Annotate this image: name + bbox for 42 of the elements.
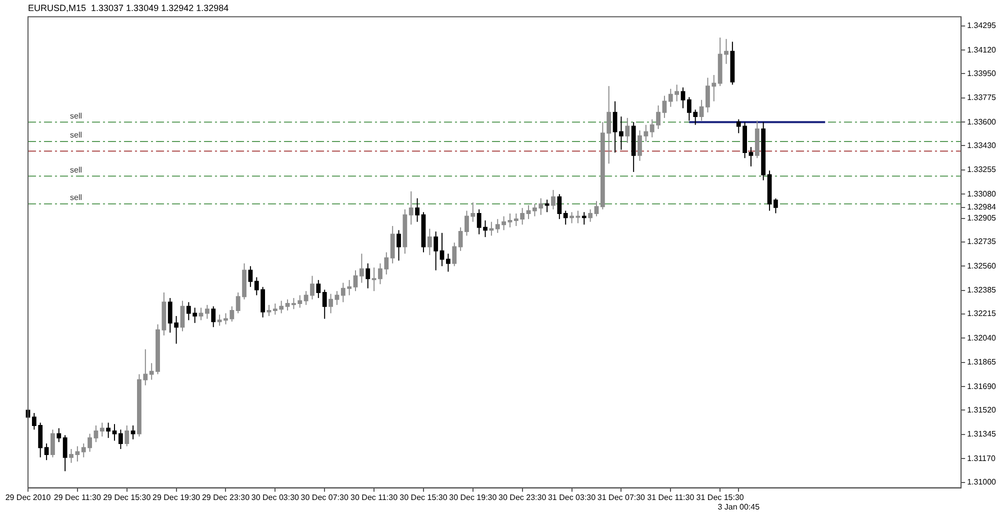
y-tick-label: 1.32560 xyxy=(967,261,997,270)
x-tick-label: 30 Dec 03:30 xyxy=(251,492,300,502)
y-tick-label: 1.32385 xyxy=(967,286,997,295)
y-tick-label: 1.31690 xyxy=(967,382,997,391)
y-tick-label: 1.33775 xyxy=(967,93,997,102)
y-tick-label: 1.31170 xyxy=(967,454,996,463)
y-tick-label: 1.31345 xyxy=(967,430,997,439)
x-tick-label: 29 Dec 19:30 xyxy=(152,492,201,502)
y-tick-label: 1.34295 xyxy=(967,21,997,30)
y-tick-label: 1.33255 xyxy=(967,165,997,174)
y-tick-label: 1.33080 xyxy=(967,189,997,198)
y-tick-label: 1.33600 xyxy=(967,117,997,126)
y-tick-label: 1.31000 xyxy=(967,477,997,486)
x-tick-label: 31 Dec 07:30 xyxy=(597,492,646,502)
chart-title: EURUSD,M15 1.33037 1.33049 1.32942 1.32984 xyxy=(28,2,229,13)
y-tick-label: 1.31520 xyxy=(967,405,997,414)
y-tick-label: 1.32984 xyxy=(967,202,997,212)
x-tick-label: 29 Dec 2010 xyxy=(5,492,52,502)
x-tick-label: 3 Jan 00:45 xyxy=(718,502,760,512)
y-tick-label: 1.33430 xyxy=(967,140,997,150)
x-tick-label: 30 Dec 07:30 xyxy=(300,492,349,502)
y-tick-label: 1.33950 xyxy=(967,68,997,78)
y-tick-label: 1.32735 xyxy=(967,237,997,246)
ref-line-label: sell xyxy=(70,193,82,202)
ref-line-label: sell xyxy=(70,165,82,174)
x-tick-label: 30 Dec 15:30 xyxy=(400,492,448,502)
y-tick-label: 1.32215 xyxy=(967,309,997,318)
x-tick-label: 31 Dec 11:30 xyxy=(647,492,695,502)
y-tick-label: 1.31865 xyxy=(967,358,997,367)
y-tick-label: 1.32040 xyxy=(967,333,997,342)
x-tick-label: 30 Dec 19:30 xyxy=(449,492,498,502)
y-tick-label: 1.32905 xyxy=(967,214,997,223)
x-tick-label: 31 Dec 15:30 xyxy=(696,492,744,502)
y-tick-label: 1.34120 xyxy=(967,45,997,54)
ref-line-label: sell xyxy=(70,130,82,140)
x-tick-label: 29 Dec 23:30 xyxy=(202,492,250,502)
x-tick-label: 29 Dec 11:30 xyxy=(54,492,102,502)
x-tick-label: 30 Dec 23:30 xyxy=(498,492,547,502)
ref-line-label: sell xyxy=(70,111,82,120)
x-tick-label: 31 Dec 03:30 xyxy=(548,492,596,502)
x-tick-label: 30 Dec 11:30 xyxy=(350,492,398,502)
x-tick-label: 29 Dec 15:30 xyxy=(103,492,152,502)
